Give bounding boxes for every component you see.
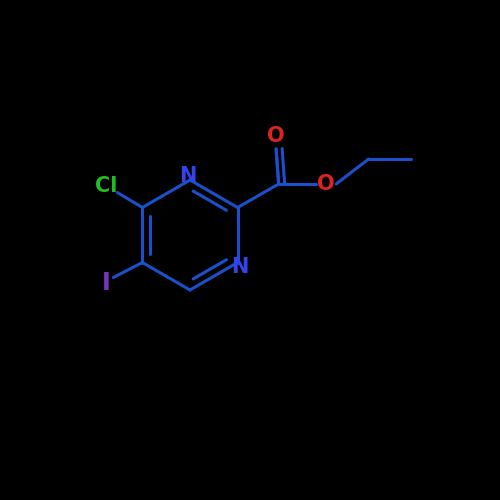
Text: O: O — [318, 174, 335, 194]
Text: N: N — [179, 166, 196, 186]
Text: O: O — [268, 126, 285, 146]
Text: N: N — [232, 256, 249, 276]
Text: I: I — [102, 272, 110, 295]
Text: Cl: Cl — [95, 176, 118, 197]
